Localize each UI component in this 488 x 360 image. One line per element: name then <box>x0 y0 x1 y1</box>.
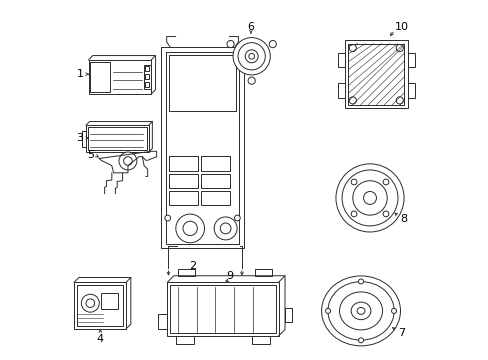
Bar <box>165 51 239 244</box>
Circle shape <box>391 309 396 314</box>
Circle shape <box>325 309 330 314</box>
Text: 10: 10 <box>394 22 408 32</box>
Bar <box>201 174 230 188</box>
Circle shape <box>269 41 276 48</box>
Bar <box>176 336 193 344</box>
Text: 1: 1 <box>77 69 83 79</box>
Bar <box>170 285 275 333</box>
Circle shape <box>164 215 170 221</box>
Ellipse shape <box>356 307 364 314</box>
Circle shape <box>348 97 356 104</box>
Bar <box>337 83 344 98</box>
Text: 5: 5 <box>86 150 94 160</box>
Bar <box>77 285 123 326</box>
Circle shape <box>183 221 197 235</box>
Bar <box>145 66 148 71</box>
Circle shape <box>81 294 99 312</box>
Bar <box>407 53 414 67</box>
Ellipse shape <box>321 276 400 346</box>
Bar <box>88 127 147 150</box>
Circle shape <box>226 41 234 48</box>
Ellipse shape <box>339 292 382 330</box>
Ellipse shape <box>327 282 393 340</box>
Circle shape <box>348 44 356 51</box>
Circle shape <box>352 181 386 215</box>
Circle shape <box>220 223 230 234</box>
Bar <box>285 308 292 322</box>
Bar <box>145 74 148 79</box>
Bar <box>169 156 198 171</box>
Circle shape <box>119 152 137 170</box>
Circle shape <box>382 211 388 217</box>
Bar <box>252 336 269 344</box>
Bar <box>169 55 235 111</box>
Text: 7: 7 <box>397 328 404 338</box>
Ellipse shape <box>350 302 370 320</box>
Bar <box>337 53 344 67</box>
Circle shape <box>350 211 356 217</box>
Bar <box>201 156 230 171</box>
Circle shape <box>233 38 270 75</box>
Circle shape <box>234 215 240 221</box>
Circle shape <box>238 42 265 70</box>
Text: 6: 6 <box>247 22 254 32</box>
Bar <box>255 269 272 276</box>
Bar <box>348 44 403 105</box>
Bar <box>169 174 198 188</box>
Bar <box>161 47 244 248</box>
Circle shape <box>335 164 403 232</box>
Bar <box>74 282 126 329</box>
Circle shape <box>358 279 363 284</box>
Bar <box>169 191 198 205</box>
Circle shape <box>358 338 363 343</box>
Circle shape <box>244 50 258 63</box>
Bar <box>90 62 110 92</box>
Bar <box>407 83 414 98</box>
Bar <box>178 269 195 276</box>
Text: 9: 9 <box>226 271 233 281</box>
Circle shape <box>86 299 94 307</box>
Circle shape <box>350 179 356 185</box>
Circle shape <box>363 192 376 204</box>
Bar <box>158 315 167 329</box>
Text: 3: 3 <box>76 133 83 143</box>
Circle shape <box>382 179 388 185</box>
Bar <box>167 282 278 336</box>
Circle shape <box>123 157 132 165</box>
Bar <box>144 65 150 89</box>
Bar <box>101 293 118 309</box>
Circle shape <box>176 214 204 243</box>
Circle shape <box>214 217 237 240</box>
Circle shape <box>395 97 403 104</box>
Circle shape <box>248 53 254 59</box>
Text: 8: 8 <box>400 214 407 224</box>
Circle shape <box>341 170 397 226</box>
Bar <box>145 82 148 87</box>
Circle shape <box>395 44 403 51</box>
Bar <box>344 40 407 108</box>
Text: 4: 4 <box>97 333 103 343</box>
Bar <box>86 125 148 152</box>
Bar <box>88 60 151 94</box>
Bar <box>201 191 230 205</box>
Text: 2: 2 <box>188 261 196 271</box>
Circle shape <box>247 77 255 84</box>
